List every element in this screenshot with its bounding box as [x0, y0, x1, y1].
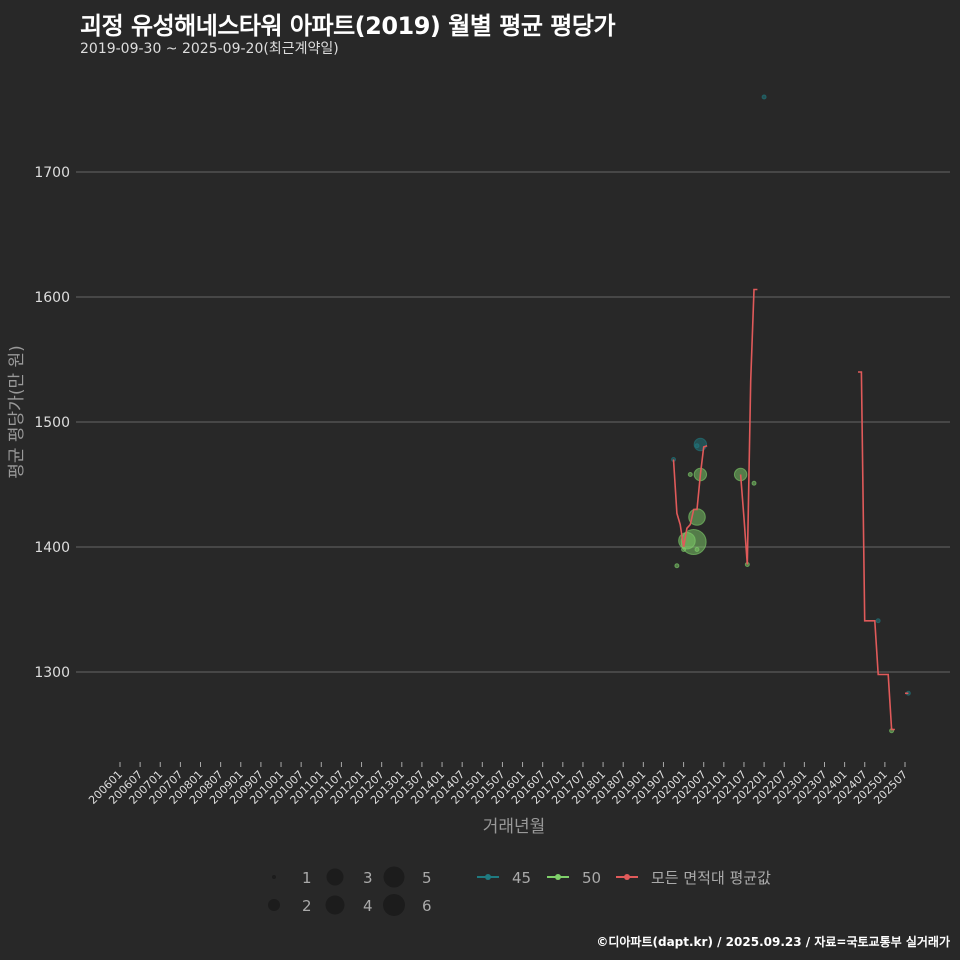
chart-subtitle: 2019-09-30 ~ 2025-09-20(최근계약일) — [80, 41, 339, 57]
data-point — [694, 547, 700, 552]
data-point — [875, 618, 881, 624]
size-legend-label: 6 — [422, 897, 432, 915]
data-point — [687, 472, 693, 477]
source-caption: ©디아파트(dapt.kr) / 2025.09.23 / 자료=국토교통부 실… — [596, 935, 950, 949]
average-line-segment — [739, 288, 758, 565]
size-legend-key — [326, 868, 344, 886]
x-axis-ticks: 2006012006072007012007072008012008072009… — [86, 762, 910, 807]
size-legend-label: 1 — [302, 869, 312, 887]
data-point — [761, 94, 767, 100]
size-legend-label: 4 — [363, 897, 373, 915]
series-legend-label: 50 — [582, 869, 601, 887]
y-axis-ticks: 1300 1400 1500 1600 1700 — [34, 165, 70, 681]
y-tick-label: 1600 — [34, 290, 70, 306]
size-legend-label: 5 — [422, 869, 432, 887]
series-legend-key — [555, 874, 561, 880]
data-point — [693, 437, 708, 452]
size-legend-key — [272, 875, 276, 879]
series-legend-key — [485, 874, 491, 880]
gridlines — [76, 171, 950, 673]
data-point — [751, 480, 757, 486]
data-point — [674, 563, 680, 569]
chart-title: 괴정 유성해네스타워 아파트(2019) 월별 평균 평당가 — [80, 12, 616, 40]
y-tick-label: 1500 — [34, 415, 70, 431]
data-points — [671, 94, 911, 734]
average-line-segment — [858, 371, 895, 731]
series-legend-key — [624, 874, 630, 880]
size-legend-key — [383, 894, 405, 916]
series-legend-label: 45 — [512, 869, 531, 887]
series-legend-label: 모든 면적대 평균값 — [651, 869, 771, 887]
size-legend-key — [268, 899, 280, 911]
data-point — [680, 529, 707, 555]
size-legend-key — [325, 895, 345, 915]
y-axis-title: 평균 평당가(만 원) — [7, 345, 27, 479]
y-tick-label: 1300 — [34, 665, 70, 681]
x-axis-title: 거래년월 — [483, 817, 546, 837]
size-legend-label: 2 — [302, 897, 312, 915]
y-tick-label: 1400 — [34, 540, 70, 556]
average-line-segment — [672, 445, 708, 548]
size-legend-key — [383, 866, 405, 888]
size-legend-label: 3 — [363, 869, 373, 887]
y-tick-label: 1700 — [34, 165, 70, 181]
average-line — [672, 288, 909, 731]
